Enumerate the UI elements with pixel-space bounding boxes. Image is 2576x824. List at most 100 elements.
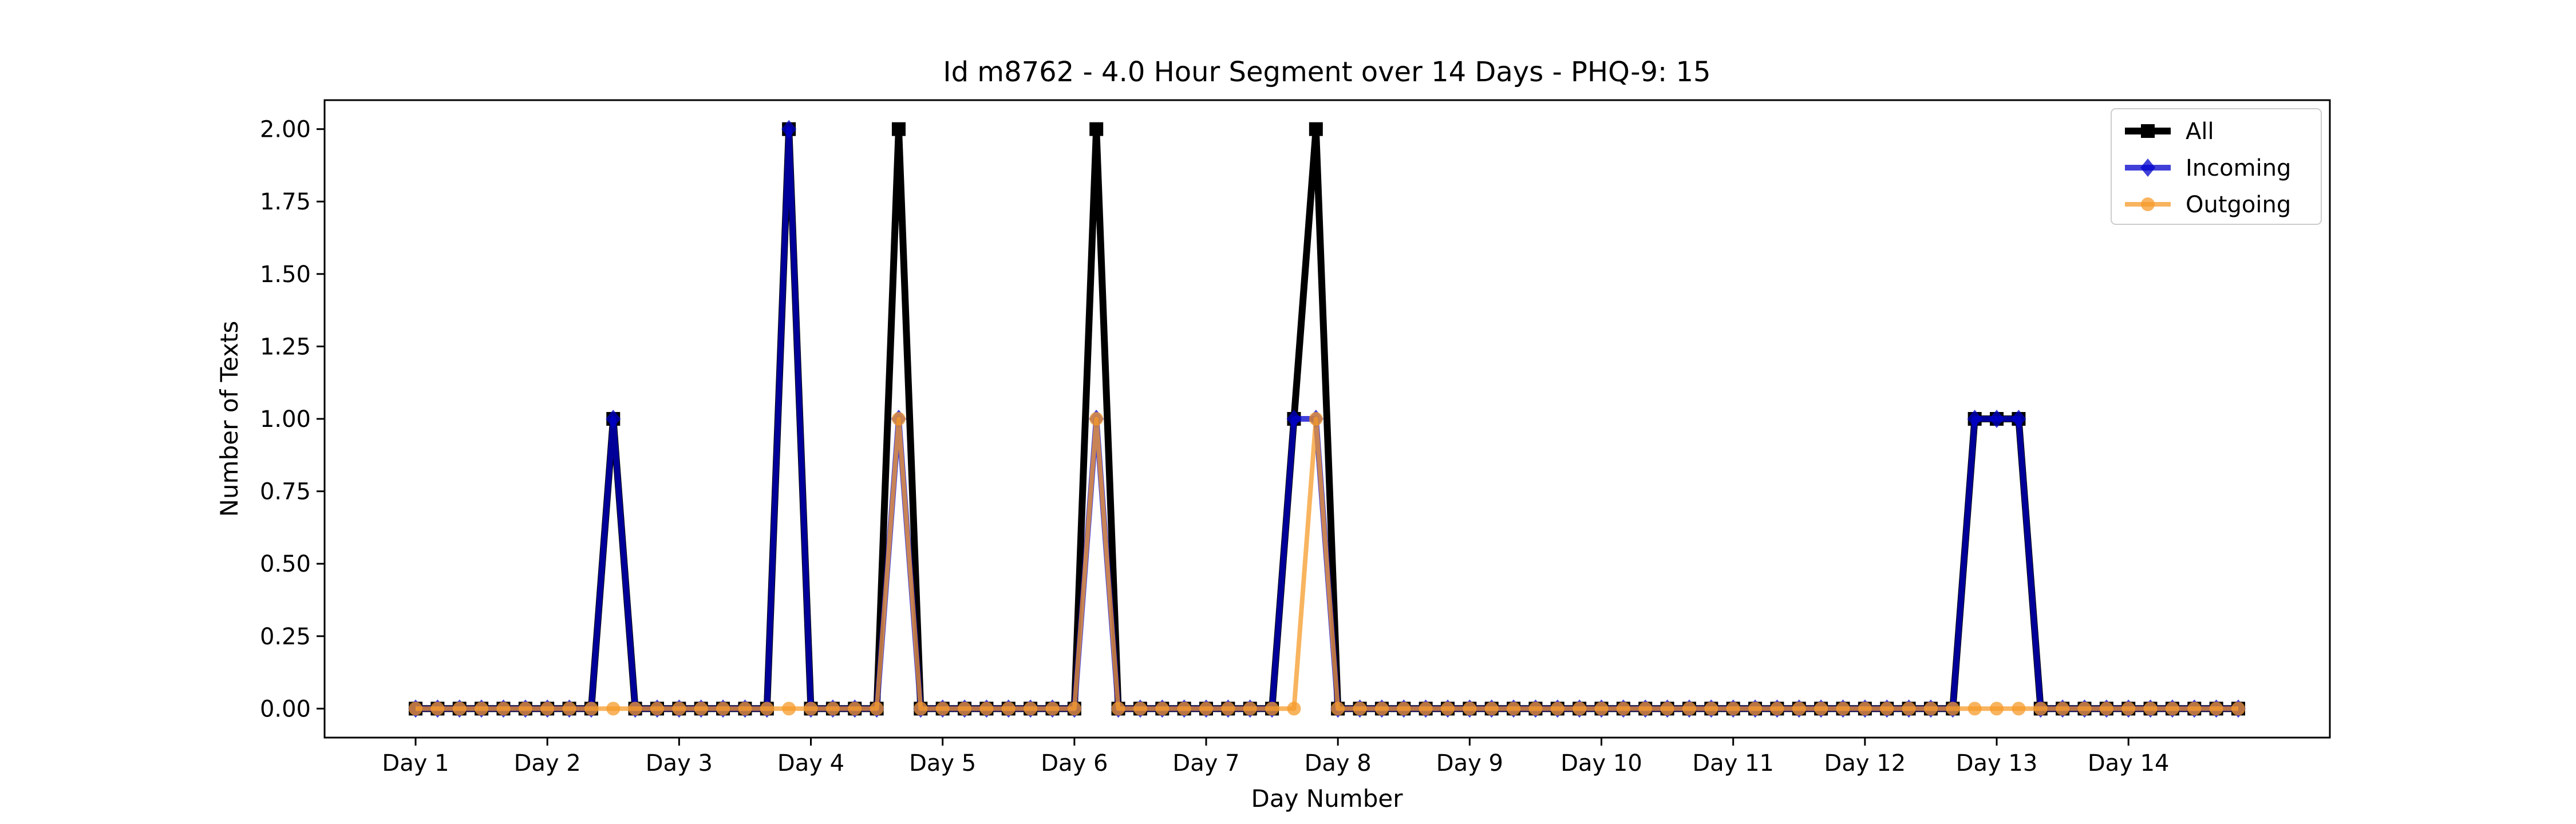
data-point-outgoing <box>2099 702 2113 716</box>
plot-area-frame <box>323 99 2331 739</box>
data-point-outgoing <box>2209 702 2223 716</box>
data-point-outgoing <box>1638 702 1653 716</box>
legend-marker-outgoing <box>2141 197 2155 211</box>
data-point-outgoing <box>1682 702 1696 716</box>
data-point-incoming <box>606 410 621 428</box>
data-point-outgoing <box>1067 702 1081 716</box>
data-point-outgoing <box>2012 702 2026 716</box>
data-point-outgoing <box>1660 702 1674 716</box>
data-point-outgoing <box>914 702 928 716</box>
x-tick-label: Day 13 <box>1956 750 2038 777</box>
data-point-outgoing <box>2033 702 2048 716</box>
y-tick-label: 1.00 <box>260 406 311 433</box>
data-point-outgoing <box>1024 702 1038 716</box>
data-point-outgoing <box>672 702 686 716</box>
x-tick-label: Day 1 <box>382 750 449 777</box>
data-point-outgoing <box>2165 702 2179 716</box>
data-point-outgoing <box>958 702 972 716</box>
data-point-outgoing <box>1374 702 1389 716</box>
x-tick-label: Day 11 <box>1692 750 1774 777</box>
x-tick-label: Day 4 <box>777 750 844 777</box>
data-point-outgoing <box>584 702 598 716</box>
data-point-outgoing <box>1265 702 1279 716</box>
data-point-outgoing <box>935 702 950 716</box>
legend-label-incoming: Incoming <box>2186 155 2291 181</box>
x-tick-label: Day 8 <box>1305 750 1372 777</box>
data-point-incoming <box>1989 410 2005 428</box>
data-point-outgoing <box>1199 702 1214 716</box>
legend-item-all: All <box>2125 118 2214 145</box>
data-point-outgoing <box>870 702 884 716</box>
data-point-outgoing <box>804 702 818 716</box>
series-outgoing <box>409 412 2245 716</box>
series-layer <box>408 120 2246 718</box>
data-point-outgoing <box>1089 412 1104 426</box>
data-point-outgoing <box>1177 702 1191 716</box>
x-tick-label: Day 12 <box>1824 750 1906 777</box>
legend-marker-all <box>2141 124 2155 138</box>
data-point-outgoing <box>979 702 994 716</box>
data-point-outgoing <box>1155 702 1170 716</box>
series-line-all <box>416 125 2238 712</box>
legend-box <box>2111 108 2322 225</box>
data-point-outgoing <box>782 702 796 716</box>
data-point-outgoing <box>1550 702 1564 716</box>
data-point-outgoing <box>562 702 576 716</box>
data-point-outgoing <box>2121 702 2136 716</box>
data-point-outgoing <box>1880 702 1894 716</box>
data-point-outgoing <box>1967 702 1982 716</box>
data-point-all <box>891 122 906 136</box>
data-point-outgoing <box>1507 702 1521 716</box>
data-point-outgoing <box>825 702 840 716</box>
data-point-outgoing <box>2077 702 2092 716</box>
data-point-outgoing <box>1309 412 1323 426</box>
y-tick-label: 2.00 <box>260 117 311 143</box>
data-point-outgoing <box>518 702 532 716</box>
data-point-outgoing <box>2056 702 2070 716</box>
data-point-outgoing <box>1594 702 1609 716</box>
y-tick-label: 0.00 <box>260 696 311 722</box>
data-point-outgoing <box>540 702 555 716</box>
data-point-outgoing <box>1616 702 1630 716</box>
data-point-outgoing <box>1419 702 1433 716</box>
data-point-outgoing <box>650 702 664 716</box>
data-point-outgoing <box>1923 702 1938 716</box>
legend: All Incoming Outgoing <box>2111 108 2322 225</box>
y-tick-label: 0.25 <box>260 624 311 650</box>
data-point-outgoing <box>1111 702 1125 716</box>
data-point-outgoing <box>409 702 422 716</box>
data-point-outgoing <box>1463 702 1477 716</box>
data-point-outgoing <box>1990 702 2004 716</box>
data-point-outgoing <box>1573 702 1587 716</box>
data-point-incoming <box>1286 410 1302 428</box>
legend-label-outgoing: Outgoing <box>2186 192 2291 218</box>
data-point-outgoing <box>496 702 511 716</box>
data-point-outgoing <box>1484 702 1499 716</box>
data-point-outgoing <box>694 702 708 716</box>
legend-marker-incoming <box>2140 159 2155 177</box>
data-point-incoming <box>2011 410 2026 428</box>
data-point-outgoing <box>738 702 752 716</box>
data-point-outgoing <box>1440 702 1455 716</box>
x-axis-label: Day Number <box>1251 785 1403 813</box>
y-tick-label: 1.50 <box>260 262 311 288</box>
data-point-outgoing <box>848 702 862 716</box>
data-point-outgoing <box>760 702 774 716</box>
y-tick-label: 1.25 <box>260 334 311 360</box>
data-point-outgoing <box>1133 702 1147 716</box>
data-point-outgoing <box>1726 702 1740 716</box>
x-tick-label: Day 3 <box>646 750 713 777</box>
data-point-outgoing <box>716 702 730 716</box>
y-tick-label: 1.75 <box>260 189 311 215</box>
x-tick-label: Day 14 <box>2088 750 2170 777</box>
data-point-outgoing <box>1704 702 1718 716</box>
data-point-outgoing <box>1748 702 1763 716</box>
data-point-outgoing <box>1221 702 1235 716</box>
data-point-outgoing <box>1814 702 1828 716</box>
x-tick-label: Day 9 <box>1436 750 1503 777</box>
data-point-outgoing <box>1045 702 1060 716</box>
data-point-outgoing <box>1902 702 1916 716</box>
data-point-outgoing <box>1287 702 1301 716</box>
data-point-all <box>1309 122 1323 136</box>
data-point-outgoing <box>430 702 445 716</box>
